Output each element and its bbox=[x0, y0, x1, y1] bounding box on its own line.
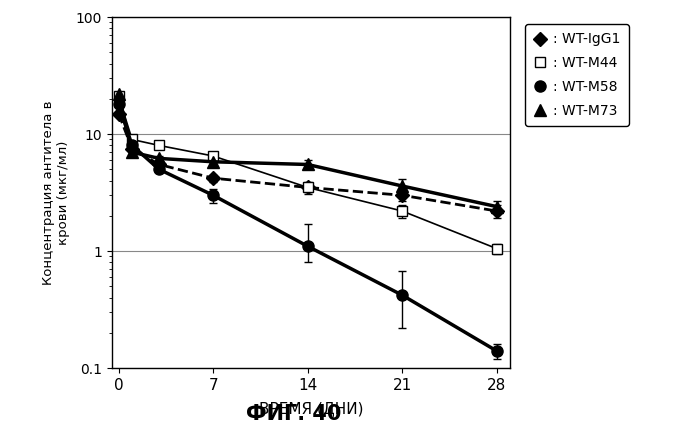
: WT-M73: (3, 6.2): WT-M73: (3, 6.2) bbox=[155, 156, 164, 161]
: WT-M73: (21, 3.6): WT-M73: (21, 3.6) bbox=[398, 184, 406, 189]
Line: : WT-M44: : WT-M44 bbox=[114, 92, 502, 253]
: WT-M44: (7, 6.5): WT-M44: (7, 6.5) bbox=[209, 153, 217, 158]
Line: : WT-IgG1: : WT-IgG1 bbox=[114, 109, 502, 216]
: WT-IgG1: (14, 3.5): WT-IgG1: (14, 3.5) bbox=[303, 185, 312, 190]
: WT-M44: (3, 8): WT-M44: (3, 8) bbox=[155, 143, 164, 148]
Y-axis label: Концентрация антитела в
крови (мкг/мл): Концентрация антитела в крови (мкг/мл) bbox=[42, 100, 70, 285]
: WT-M73: (28, 2.4): WT-M73: (28, 2.4) bbox=[493, 204, 501, 209]
: WT-M58: (1, 8): WT-M58: (1, 8) bbox=[128, 143, 136, 148]
: WT-M73: (0, 22): WT-M73: (0, 22) bbox=[115, 92, 123, 97]
: WT-M58: (3, 5): WT-M58: (3, 5) bbox=[155, 167, 164, 172]
: WT-M58: (21, 0.42): WT-M58: (21, 0.42) bbox=[398, 293, 406, 298]
: WT-M73: (7, 5.8): WT-M73: (7, 5.8) bbox=[209, 159, 217, 164]
: WT-M44: (21, 2.2): WT-M44: (21, 2.2) bbox=[398, 208, 406, 214]
: WT-M58: (28, 0.14): WT-M58: (28, 0.14) bbox=[493, 348, 501, 354]
: WT-IgG1: (28, 2.2): WT-IgG1: (28, 2.2) bbox=[493, 208, 501, 214]
X-axis label: ВРЕМЯ (ДНИ): ВРЕМЯ (ДНИ) bbox=[259, 401, 363, 416]
: WT-M44: (1, 9): WT-M44: (1, 9) bbox=[128, 137, 136, 142]
: WT-M58: (7, 3): WT-M58: (7, 3) bbox=[209, 193, 217, 198]
Line: : WT-M73: : WT-M73 bbox=[113, 88, 503, 213]
Line: : WT-M58: : WT-M58 bbox=[113, 99, 503, 357]
: WT-IgG1: (21, 3): WT-IgG1: (21, 3) bbox=[398, 193, 406, 198]
: WT-IgG1: (3, 5.5): WT-IgG1: (3, 5.5) bbox=[155, 162, 164, 167]
: WT-IgG1: (7, 4.2): WT-IgG1: (7, 4.2) bbox=[209, 175, 217, 181]
: WT-M73: (1, 7): WT-M73: (1, 7) bbox=[128, 150, 136, 155]
Legend: : WT-IgG1, : WT-M44, : WT-M58, : WT-M73: : WT-IgG1, : WT-M44, : WT-M58, : WT-M73 bbox=[525, 24, 628, 126]
Text: ФИГ. 40: ФИГ. 40 bbox=[246, 404, 341, 424]
: WT-M73: (14, 5.5): WT-M73: (14, 5.5) bbox=[303, 162, 312, 167]
: WT-M44: (14, 3.5): WT-M44: (14, 3.5) bbox=[303, 185, 312, 190]
: WT-M44: (0, 21): WT-M44: (0, 21) bbox=[115, 94, 123, 99]
: WT-M58: (14, 1.1): WT-M58: (14, 1.1) bbox=[303, 244, 312, 249]
: WT-IgG1: (1, 7.5): WT-IgG1: (1, 7.5) bbox=[128, 146, 136, 151]
: WT-IgG1: (0, 15): WT-IgG1: (0, 15) bbox=[115, 111, 123, 116]
: WT-M58: (0, 18): WT-M58: (0, 18) bbox=[115, 102, 123, 107]
: WT-M44: (28, 1.05): WT-M44: (28, 1.05) bbox=[493, 246, 501, 251]
